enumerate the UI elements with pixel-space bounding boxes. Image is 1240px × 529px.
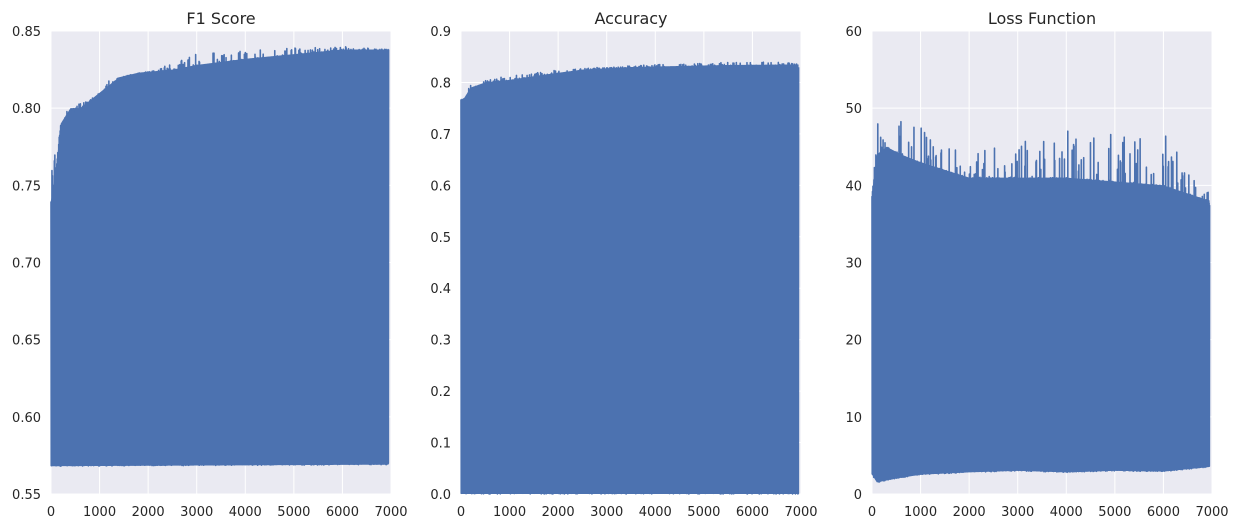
chart-title: Accuracy <box>594 9 667 28</box>
x-tick-label: 0 <box>457 505 465 520</box>
y-tick-label: 60 <box>845 25 862 40</box>
x-tick-label: 3000 <box>1001 505 1034 520</box>
x-tick-label: 7000 <box>374 505 407 520</box>
series-line <box>871 120 1211 483</box>
x-tick-label: 4000 <box>639 505 672 520</box>
y-tick-label: 0.4 <box>430 282 451 297</box>
y-tick-label: 0.55 <box>12 488 41 503</box>
y-tick-label: 0.0 <box>430 488 451 503</box>
x-tick-label: 4000 <box>229 505 262 520</box>
y-tick-label: 40 <box>845 179 862 194</box>
x-tick-label: 1000 <box>493 505 526 520</box>
chart-panel-1: 0 1000 2000 3000 4000 5000 6000 7000 0.55 0.60 0.6… <box>12 9 408 520</box>
y-tick-label: 30 <box>845 257 862 272</box>
y-tick-label: 10 <box>845 411 862 426</box>
series-line <box>50 45 390 467</box>
y-tick-label: 20 <box>845 334 862 349</box>
x-tick-label: 2000 <box>953 505 986 520</box>
y-tick-label: 0.6 <box>430 179 451 194</box>
y-tick-label: 0.60 <box>12 411 41 426</box>
y-tick-label: 0.65 <box>12 334 41 349</box>
y-tick-label: 0.9 <box>430 25 451 40</box>
y-tick-label: 0.1 <box>430 437 451 452</box>
y-tick-label: 50 <box>845 102 862 117</box>
y-tick-label: 0.85 <box>12 25 41 40</box>
y-tick-label: 0.8 <box>430 76 451 91</box>
chart-panel-3: 0 1000 2000 3000 4000 5000 6000 7000 0 10 20 30 40 50… <box>845 9 1228 520</box>
x-tick-label: 0 <box>868 505 876 520</box>
x-tick-label: 4000 <box>1050 505 1083 520</box>
x-tick-label: 7000 <box>784 505 817 520</box>
y-tick-label: 0.3 <box>430 334 451 349</box>
x-tick-label: 1000 <box>83 505 116 520</box>
y-tick-label: 0.7 <box>430 128 451 143</box>
y-tick-label: 0.70 <box>12 257 41 272</box>
y-tick-label: 0.5 <box>430 231 451 246</box>
chart-panel-2: 0 1000 2000 3000 4000 5000 6000 7000 0.0 0.1 0.2 0.… <box>430 9 817 520</box>
series-line <box>460 61 800 495</box>
x-tick-label: 6000 <box>326 505 359 520</box>
x-tick-label: 6000 <box>1147 505 1180 520</box>
x-tick-label: 6000 <box>736 505 769 520</box>
x-tick-label: 5000 <box>277 505 310 520</box>
x-tick-label: 0 <box>47 505 55 520</box>
x-tick-label: 5000 <box>687 505 720 520</box>
y-tick-label: 0.75 <box>12 179 41 194</box>
x-tick-label: 7000 <box>1195 505 1228 520</box>
chart-title: Loss Function <box>988 9 1096 28</box>
y-tick-label: 0.2 <box>430 385 451 400</box>
y-tick-label: 0 <box>854 488 862 503</box>
x-tick-label: 3000 <box>180 505 213 520</box>
chart-title: F1 Score <box>186 9 255 28</box>
x-tick-label: 2000 <box>542 505 575 520</box>
x-tick-label: 5000 <box>1098 505 1131 520</box>
x-tick-label: 2000 <box>132 505 165 520</box>
x-tick-label: 3000 <box>590 505 623 520</box>
x-tick-label: 1000 <box>904 505 937 520</box>
y-tick-label: 0.80 <box>12 102 41 117</box>
